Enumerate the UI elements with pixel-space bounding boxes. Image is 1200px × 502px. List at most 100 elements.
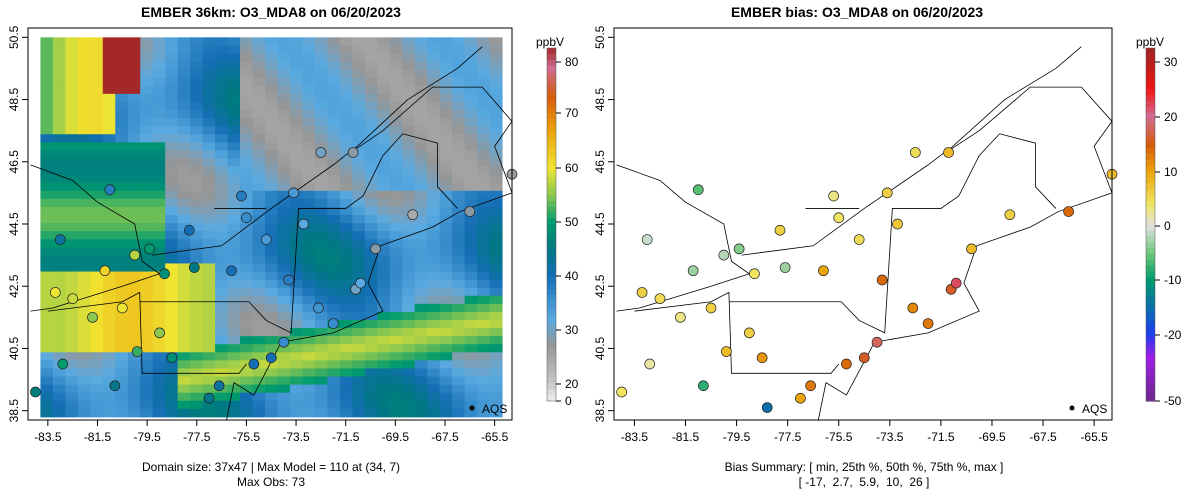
- grid-cell: [265, 231, 278, 240]
- grid-cell: [202, 198, 216, 208]
- grid-cell: [152, 336, 166, 345]
- grid-cell: [102, 126, 116, 135]
- grid-cell: [52, 101, 66, 111]
- grid-cell: [414, 392, 428, 402]
- coastline: [616, 164, 751, 312]
- grid-cell: [127, 360, 141, 369]
- grid-cell: [177, 190, 191, 200]
- grid-cell: [314, 376, 328, 386]
- grid-cell: [327, 182, 341, 192]
- grid-cell: [289, 376, 303, 386]
- grid-cell: [140, 352, 154, 361]
- grid-cell: [77, 344, 91, 353]
- grid-cell: [327, 85, 341, 95]
- grid-cell: [90, 61, 104, 71]
- grid-cell: [477, 328, 491, 337]
- grid-cell: [177, 271, 191, 281]
- grid-cell: [302, 134, 316, 143]
- grid-cell: [265, 166, 278, 176]
- grid-cell: [77, 214, 91, 224]
- grid-cell: [240, 287, 254, 297]
- grid-cell: [327, 198, 341, 208]
- grid-cell: [252, 182, 266, 192]
- grid-cell: [152, 400, 166, 410]
- colorbar-segment: [547, 383, 556, 390]
- aqs-station-point: [327, 318, 339, 329]
- grid-cell: [477, 182, 491, 192]
- colorbar-segment: [547, 171, 556, 179]
- grid-cell: [127, 182, 141, 192]
- grid-cell: [314, 231, 328, 240]
- aqs-station-point: [756, 352, 768, 364]
- grid-cell: [414, 158, 428, 168]
- grid-cell: [140, 255, 154, 264]
- grid-cell: [52, 110, 66, 119]
- grid-cell: [314, 214, 328, 224]
- aqs-station-point: [795, 392, 806, 404]
- grid-cell: [477, 279, 491, 289]
- colorbar-segment: [1146, 353, 1155, 361]
- grid-cell: [227, 408, 241, 418]
- grid-cell: [240, 392, 254, 402]
- grid-cell: [40, 255, 54, 264]
- grid-cell: [190, 150, 204, 159]
- colorbar-segment: [1146, 148, 1155, 155]
- grid-cell: [389, 263, 403, 273]
- grid-cell: [77, 61, 91, 71]
- colorbar-segment: [547, 53, 556, 61]
- grid-cell: [452, 319, 466, 329]
- grid-cell: [489, 360, 503, 369]
- grid-cell: [414, 118, 428, 127]
- grid-cell: [477, 61, 491, 71]
- grid-cell: [190, 93, 204, 103]
- grid-cell: [302, 295, 316, 305]
- grid-cell: [352, 408, 366, 418]
- grid-cell: [402, 182, 416, 192]
- grid-cell: [427, 239, 441, 248]
- grid-cell: [339, 134, 353, 143]
- grid-cell: [389, 85, 403, 95]
- grid-cell: [190, 368, 204, 378]
- grid-cell: [339, 101, 353, 111]
- grid-cell: [240, 352, 254, 361]
- grid-cell: [102, 360, 116, 369]
- grid-cell: [414, 190, 428, 200]
- grid-cell: [90, 182, 104, 192]
- grid-cell: [127, 69, 141, 79]
- grid-cell: [289, 279, 303, 289]
- grid-cell: [65, 360, 79, 369]
- grid-cell: [414, 69, 428, 79]
- grid-cell: [202, 110, 216, 119]
- right-caption-values: [ -17, 2.7, 5.9, 10, 26 ]: [798, 475, 930, 489]
- grid-cell: [464, 263, 478, 273]
- grid-cell: [489, 287, 503, 297]
- grid-cell: [302, 77, 316, 87]
- grid-cell: [90, 287, 104, 297]
- grid-cell: [127, 85, 141, 95]
- grid-cell: [377, 352, 391, 361]
- colorbar-segment: [547, 395, 556, 402]
- grid-cell: [90, 376, 104, 386]
- grid-cell: [402, 166, 416, 176]
- grid-cell: [277, 190, 291, 200]
- colorbar-tick-label: 20: [565, 377, 579, 391]
- grid-cell: [464, 408, 478, 418]
- grid-cell: [377, 392, 391, 402]
- grid-cell: [252, 247, 266, 256]
- grid-cell: [227, 101, 241, 111]
- grid-cell: [215, 174, 229, 184]
- grid-cell: [265, 319, 278, 329]
- grid-cell: [127, 311, 141, 321]
- grid-cell: [352, 69, 366, 79]
- grid-cell: [140, 400, 154, 410]
- grid-cell: [190, 287, 204, 297]
- grid-cell: [227, 311, 241, 321]
- grid-cell: [265, 214, 278, 224]
- grid-cell: [165, 158, 179, 168]
- grid-cell: [452, 271, 466, 281]
- grid-cell: [240, 295, 254, 305]
- grid-cell: [140, 384, 154, 394]
- grid-cell: [364, 239, 378, 248]
- grid-cell: [215, 303, 229, 313]
- grid-cell: [202, 142, 216, 151]
